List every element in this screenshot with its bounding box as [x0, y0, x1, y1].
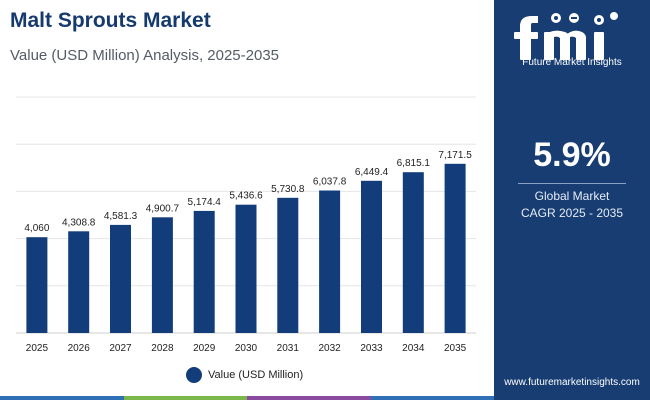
x-axis-ticks: 2025 2026 2027 2028 2029 2030 2031 2032 2033 2034…	[26, 343, 467, 354]
legend: Value (USD Million)	[186, 367, 303, 383]
bar-2026	[68, 231, 90, 333]
chart-panel: Malt Sprouts Market Value (USD Million) …	[0, 9, 494, 400]
x-tick-2034: 2034	[402, 343, 425, 354]
bar-2035	[444, 163, 466, 333]
footer-stripe	[0, 396, 494, 400]
footer-stripe-segment	[370, 396, 494, 400]
x-tick-2027: 2027	[109, 343, 132, 354]
bar-labels: 4,060 4,308.8 4,581.3 4,900.7 5,174.4 5,436.6…	[24, 150, 472, 234]
bar-2034	[402, 172, 424, 333]
bar-chart: 4,060 4,308.8 4,581.3 4,900.7 5,174.4 5,436.6…	[16, 96, 476, 354]
x-tick-2030: 2030	[235, 343, 258, 354]
bar-value-label-2026: 4,308.8	[62, 217, 96, 228]
divider	[518, 183, 626, 184]
bar-2033	[361, 180, 382, 333]
bar-2028	[151, 217, 173, 333]
cagr-caption-line1: Global Market	[534, 189, 610, 203]
bars	[26, 163, 466, 333]
x-tick-2025: 2025	[26, 343, 49, 354]
legend-swatch	[186, 367, 202, 383]
x-tick-2032: 2032	[318, 343, 341, 354]
bar-value-label-2029: 5,174.4	[188, 197, 222, 208]
bar-value-label-2025: 4,060	[24, 223, 49, 234]
cagr-caption-line2: CAGR 2025 - 2035	[520, 206, 624, 220]
bar-value-label-2032: 6,037.8	[313, 177, 347, 188]
x-tick-2035: 2035	[444, 343, 467, 354]
x-tick-2031: 2031	[277, 343, 300, 354]
x-tick-2029: 2029	[193, 343, 216, 354]
bar-2031	[277, 197, 299, 333]
chart-title: Malt Sprouts Market	[10, 9, 211, 32]
chart-subtitle: Value (USD Million) Analysis, 2025-2035	[10, 47, 280, 64]
bar-2032	[319, 190, 341, 333]
footer-stripe-segment	[0, 396, 124, 400]
bar-value-label-2035: 7,171.5	[438, 150, 472, 161]
cagr-value: 5.9%	[533, 136, 611, 174]
bar-value-label-2030: 5,436.6	[229, 191, 263, 202]
legend-label: Value (USD Million)	[208, 369, 304, 381]
bar-value-label-2027: 4,581.3	[104, 211, 138, 222]
cagr-caption: Global Market CAGR 2025 - 2035	[494, 188, 650, 222]
bar-value-label-2033: 6,449.4	[355, 167, 389, 178]
x-tick-2033: 2033	[360, 343, 383, 354]
brand-name: Future Market Insights	[522, 57, 622, 68]
bar-2030	[235, 204, 257, 333]
bar-value-label-2031: 5,730.8	[271, 184, 305, 195]
bar-value-label-2028: 4,900.7	[146, 203, 180, 214]
footer-stripe-segment	[247, 396, 371, 400]
x-tick-2028: 2028	[151, 343, 174, 354]
fmi-logo	[508, 8, 638, 66]
website-link[interactable]: www.futuremarketinsights.com	[504, 377, 640, 388]
bar-2025	[26, 237, 48, 333]
footer-stripe-segment	[123, 396, 247, 400]
x-tick-2026: 2026	[68, 343, 91, 354]
bar-2029	[193, 210, 215, 333]
bar-2027	[110, 224, 131, 333]
bar-value-label-2034: 6,815.1	[397, 158, 431, 169]
side-panel: Future Market Insights 5.9% Global Marke…	[494, 0, 650, 400]
